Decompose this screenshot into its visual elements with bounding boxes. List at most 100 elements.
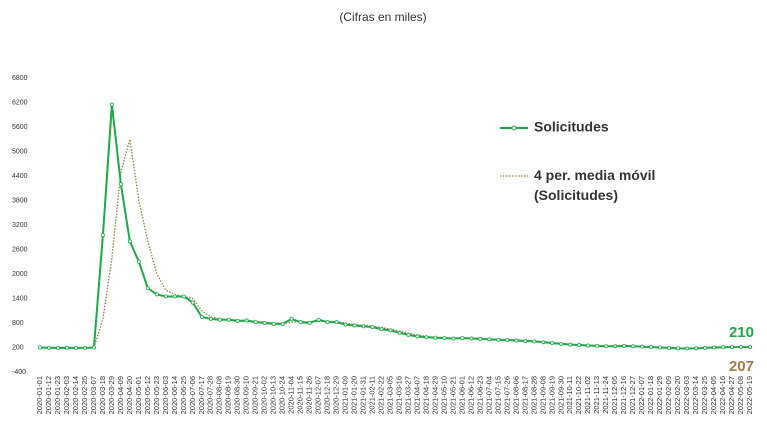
- point: [748, 345, 753, 350]
- x-tick-label: 2021-08-06: [511, 376, 520, 414]
- point: [145, 286, 150, 291]
- x-tick-label: 2021-11-24: [601, 376, 610, 414]
- x-tick-label: 2021-04-07: [412, 376, 421, 414]
- x-tick-label: 2020-11-15: [296, 376, 305, 414]
- x-tick-label: 2021-04-29: [430, 376, 439, 414]
- x-tick-label: 2022-03-14: [691, 376, 700, 414]
- point: [298, 320, 303, 325]
- x-tick-label: 2022-03-03: [682, 376, 691, 414]
- point: [370, 325, 375, 330]
- x-tick-label: 2022-05-19: [745, 376, 754, 414]
- x-tick-label: 2021-03-16: [394, 376, 403, 414]
- x-tick-label: 2020-12-07: [314, 376, 323, 414]
- point: [208, 316, 213, 321]
- x-tick-label: 2020-07-06: [188, 376, 197, 414]
- x-tick-label: 2021-01-20: [350, 376, 359, 414]
- point: [289, 316, 294, 321]
- x-tick-label: 2021-06-23: [475, 376, 484, 414]
- point: [379, 327, 384, 332]
- y-tick-label: 800: [12, 320, 24, 327]
- x-tick-label: 2020-10-24: [278, 376, 287, 414]
- point: [577, 343, 582, 348]
- x-tick-label: 2022-02-20: [673, 376, 682, 414]
- point: [64, 345, 69, 350]
- point: [109, 102, 114, 107]
- point: [703, 345, 708, 350]
- x-tick-label: 2021-09-19: [547, 376, 556, 414]
- y-tick-label: 5600: [12, 124, 28, 131]
- x-tick-label: 2022-04-27: [727, 376, 736, 414]
- y-tick-label: 3200: [12, 222, 28, 229]
- point: [649, 345, 654, 350]
- x-tick-label: 2021-12-16: [619, 376, 628, 414]
- x-tick-label: 2021-11-13: [592, 376, 601, 414]
- point: [163, 294, 168, 299]
- x-tick-label: 2020-05-01: [134, 376, 143, 414]
- y-tick-label: 6200: [12, 99, 28, 106]
- x-tick-label: 2020-07-28: [206, 376, 215, 414]
- point: [541, 340, 546, 345]
- x-tick-label: 2020-02-25: [80, 376, 89, 414]
- end-value-label: 210: [729, 324, 754, 341]
- x-tick-label: 2021-03-27: [403, 376, 412, 414]
- y-tick-label: 5000: [12, 148, 28, 155]
- y-tick-label: 2600: [12, 246, 28, 253]
- point: [667, 345, 672, 350]
- x-tick-label: 2020-06-03: [161, 376, 170, 414]
- x-tick-label: 2020-05-12: [143, 376, 152, 414]
- point: [676, 346, 681, 351]
- point: [127, 239, 132, 244]
- x-tick-label: 2021-12-27: [628, 376, 637, 414]
- x-tick-label: 2020-09-21: [251, 376, 260, 414]
- x-tick-label: 2020-10-02: [260, 376, 269, 414]
- x-tick-label: 2021-01-09: [341, 376, 350, 414]
- x-tick-label: 2020-03-07: [89, 376, 98, 414]
- x-tick-label: 2022-04-16: [718, 376, 727, 414]
- y-tick-label: 1400: [12, 295, 28, 302]
- point: [613, 344, 618, 349]
- y-tick-label: 200: [12, 344, 24, 351]
- y-tick-label: 3800: [12, 197, 28, 204]
- point: [73, 345, 78, 350]
- x-tick-label: 2020-04-20: [125, 376, 134, 414]
- point: [226, 317, 231, 322]
- point: [271, 321, 276, 326]
- point: [604, 344, 609, 349]
- x-tick-label: 2021-06-12: [466, 376, 475, 414]
- x-tick-label: 2021-05-10: [439, 376, 448, 414]
- x-tick-label: 2021-07-04: [484, 376, 493, 414]
- x-tick-label: 2020-01-23: [53, 376, 62, 414]
- point: [82, 345, 87, 350]
- point: [721, 345, 726, 350]
- point: [568, 342, 573, 347]
- point: [424, 335, 429, 340]
- x-tick-label: 2021-11-02: [583, 376, 592, 414]
- x-tick-label: 2021-08-28: [529, 376, 538, 414]
- x-tick-label: 2022-01-29: [655, 376, 664, 414]
- x-tick-label: 2020-03-18: [98, 376, 107, 414]
- point: [712, 345, 717, 350]
- x-tick-label: 2021-02-22: [377, 376, 386, 414]
- x-tick-label: 2021-01-31: [359, 376, 368, 414]
- point: [478, 336, 483, 341]
- point: [496, 337, 501, 342]
- point: [469, 336, 474, 341]
- point: [532, 339, 537, 344]
- point: [460, 336, 465, 341]
- end-value-label: 207: [729, 358, 754, 375]
- x-tick-label: 2020-06-25: [179, 376, 188, 414]
- chart-subtitle: (Cifras en miles): [339, 10, 426, 24]
- x-tick-label: 2020-05-23: [152, 376, 161, 414]
- legend-label: Solicitudes: [534, 119, 609, 135]
- x-tick-label: 2020-07-17: [197, 376, 206, 414]
- point: [739, 345, 744, 350]
- point: [559, 341, 564, 346]
- point: [280, 321, 285, 326]
- y-tick-label: 6800: [12, 75, 28, 82]
- x-tick-label: 2021-05-21: [448, 376, 457, 414]
- legend-label: 4 per. media móvil (Solicitudes): [534, 167, 655, 203]
- x-tick-label: 2020-11-04: [287, 376, 296, 414]
- point: [55, 345, 60, 350]
- x-tick-label: 2021-09-30: [556, 376, 565, 414]
- x-tick-label: 2020-02-03: [62, 376, 71, 414]
